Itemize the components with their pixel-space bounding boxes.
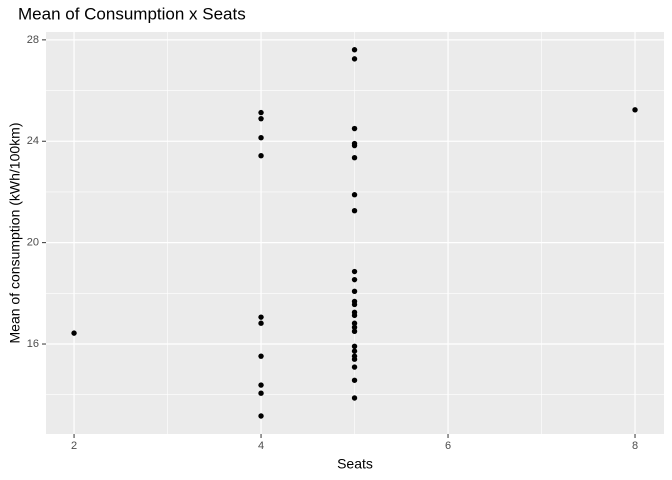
point [351,377,358,383]
point [258,353,264,359]
point [258,314,264,320]
point [351,192,358,198]
y-tick-label: 28 [27,34,39,46]
point [351,288,358,294]
y-tick-label: 20 [27,237,39,249]
point [258,109,264,116]
point [258,152,264,159]
point [351,395,358,401]
x-tick-label: 4 [258,440,264,452]
y-axis-label: Mean of consumption (kWh/100km) [7,123,23,344]
y-tick-label: 16 [27,338,39,350]
point [351,47,358,53]
point [258,320,264,326]
point [351,364,358,370]
point [258,134,264,141]
point [351,343,358,350]
x-tick-label: 6 [445,440,451,452]
y-tick-label: 24 [27,135,39,147]
point [351,301,358,308]
point [258,390,264,396]
x-axis-label: Seats [337,456,373,472]
point [258,382,264,388]
x-tick-label: 2 [71,440,77,452]
point [351,268,358,275]
point [351,312,358,319]
point [351,142,358,149]
point [351,324,358,330]
point [351,356,358,362]
point [258,413,264,419]
point [351,348,358,354]
point [632,107,638,113]
point [351,155,358,161]
x-tick-label: 8 [632,440,638,452]
point [351,276,358,283]
panel [46,32,664,434]
chart-title: Mean of Consumption x Seats [18,4,246,23]
point [351,207,358,214]
point [351,328,358,335]
point [258,115,264,122]
point [71,330,77,336]
point [351,56,358,62]
point [351,125,358,132]
point [351,320,358,326]
